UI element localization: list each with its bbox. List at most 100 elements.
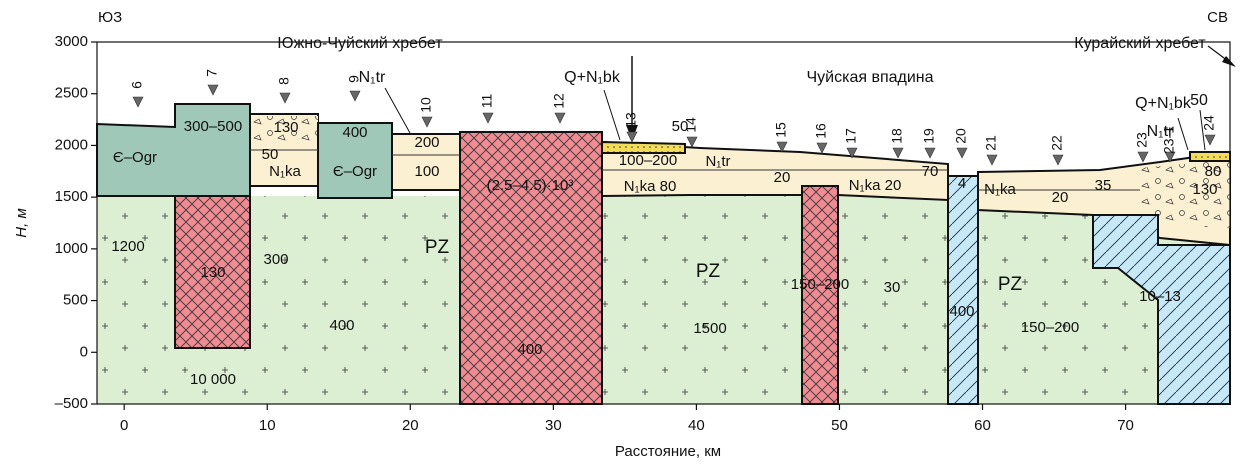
well-marker (422, 117, 432, 127)
x-tick-label: 0 (120, 417, 128, 434)
unit-label: 35 (1095, 177, 1112, 194)
unit-label: 30 (884, 279, 901, 296)
well-marker (957, 148, 967, 158)
unit-label: 1500 (693, 320, 726, 337)
well-number: 22 (1049, 135, 1065, 151)
y-tick-label: 1000 (55, 240, 88, 257)
geology (97, 46, 1236, 404)
unit-label: N₁tr (705, 153, 730, 170)
well-marker (1053, 155, 1063, 165)
unit-label: 50 (672, 118, 689, 135)
well-marker (925, 148, 935, 158)
unit-label: N₁ka 20 (849, 177, 902, 194)
well-number: 15 (773, 122, 789, 138)
corner-left: ЮЗ (98, 9, 122, 26)
unit-label: 20 (1052, 189, 1069, 206)
unit-label: PZ (425, 237, 450, 258)
y-tick-label: 3000 (55, 33, 88, 50)
well-number: 10 (418, 97, 434, 113)
well-number: 8 (276, 77, 292, 85)
unit-label: 130 (273, 119, 298, 136)
unit-label: N₁ka (984, 181, 1016, 198)
x-tick-label: 70 (1117, 417, 1134, 434)
well-number: 11 (479, 94, 495, 109)
unit-label: 10–13 (1139, 288, 1181, 305)
unit-label: 300 (263, 251, 288, 268)
well-number: 19 (921, 128, 937, 144)
unit-label: 100 (414, 163, 439, 180)
unit-label: PZ (696, 261, 721, 282)
well-number: 17 (843, 128, 859, 144)
well-marker (893, 148, 903, 158)
x-tick-label: 40 (688, 417, 705, 434)
unit-label: 130 (200, 264, 225, 281)
annotation: Q+N₁bk (564, 69, 621, 86)
well-marker (687, 137, 697, 147)
unit-label: PZ (998, 274, 1023, 295)
unit-label: 4 (958, 175, 966, 192)
y-tick-label: –500 (55, 395, 88, 412)
well-marker (350, 91, 360, 101)
unit-label: N₁ka 80 (624, 178, 677, 195)
annotation: N₁tr (1147, 123, 1174, 140)
well-marker (208, 85, 218, 95)
unit-label: 1200 (111, 238, 144, 255)
x-tick-label: 30 (545, 417, 562, 434)
y-tick-label: 2000 (55, 136, 88, 153)
x-tick-label: 10 (259, 417, 276, 434)
unit-label: 150–200 (791, 276, 849, 293)
annotation: N₁tr (359, 69, 386, 86)
well-number: 7 (204, 69, 220, 77)
annotation: 50 (1190, 92, 1208, 109)
unit-label: N₁ka (269, 163, 301, 180)
y-tick-label: 0 (80, 343, 88, 360)
unit-label: 50 (262, 146, 279, 163)
well-number: 18 (889, 128, 905, 144)
well-marker (555, 113, 565, 123)
unit-label: 70 (922, 163, 939, 180)
unit-label: 20 (774, 169, 791, 186)
well-marker (133, 97, 143, 107)
unit-label: 130 (1192, 181, 1217, 198)
well-number: 12 (551, 93, 567, 109)
unit-label: 80 (1205, 163, 1222, 180)
unit-label: 400 (342, 124, 367, 141)
region-name: Чуйская впадина (806, 69, 933, 86)
corner-right: СВ (1207, 9, 1228, 26)
unit-label: Є–Ogr (333, 163, 377, 180)
unit-label: 200 (414, 134, 439, 151)
unit-label: 150–200 (1021, 319, 1079, 336)
well-marker (627, 132, 637, 142)
x-tick-label: 20 (402, 417, 419, 434)
unit-label: 100–200 (619, 152, 677, 169)
region-name: Южно-Чуйский хребет (277, 35, 443, 52)
annotation: Q+N₁bk (1135, 95, 1192, 112)
well-marker (280, 93, 290, 103)
well-number: 6 (129, 81, 145, 89)
unit-label: 400 (517, 341, 542, 358)
well-marker (987, 155, 997, 165)
well-marker (817, 143, 827, 153)
y-tick-label: 2500 (55, 85, 88, 102)
unit-label: 400 (329, 317, 354, 334)
x-tick-label: 60 (974, 417, 991, 434)
x-tick-label: 50 (831, 417, 848, 434)
well-marker (483, 113, 493, 123)
region-name: Курайский хребет (1074, 35, 1206, 52)
y-tick-label: 500 (63, 292, 88, 309)
unit-label: Є–Ogr (113, 149, 157, 166)
well-number: 16 (813, 123, 829, 139)
well-number: 13 (623, 112, 639, 128)
unit-label: (2.5–4.5)·10³ (487, 177, 574, 194)
well-number: 21 (983, 135, 999, 151)
unit-label: 300–500 (184, 118, 242, 135)
x-axis-label: Расстояние, км (615, 443, 721, 460)
well-marker (1205, 135, 1215, 145)
y-axis-label: H, м (13, 208, 30, 237)
well-marker (1138, 152, 1148, 162)
unit-label: 10 000 (190, 371, 236, 388)
section: ЮЗ СВ Расстояние, км H, м 01020304050607… (0, 0, 1244, 466)
unit-label: 400 (949, 303, 974, 320)
well-number: 20 (953, 128, 969, 144)
well-number: 24 (1201, 115, 1217, 131)
